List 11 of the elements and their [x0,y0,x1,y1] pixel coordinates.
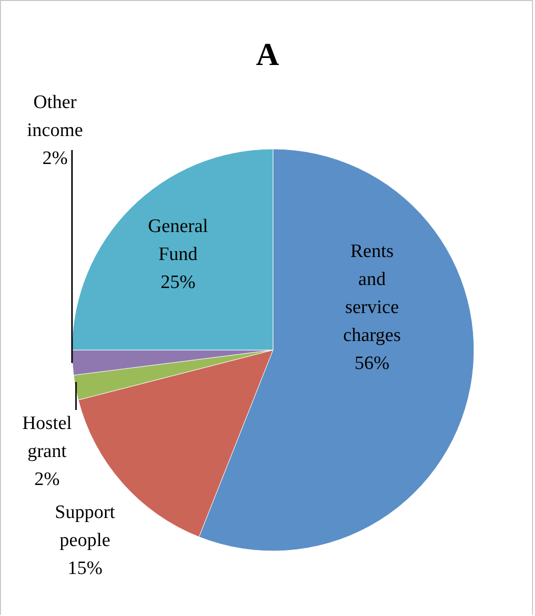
data-label: 56% [354,353,390,374]
slice-label: Rents and service charges [343,241,401,346]
data-label: 15% [68,558,103,579]
chart-title: A [256,36,280,72]
slice-label: General Fund [148,216,208,265]
slice-label: Support people [54,502,116,551]
data-label: 25% [160,272,196,293]
slice-label: Other income [27,92,83,141]
slice-label: Hostel grant [22,413,72,462]
data-label: 2% [34,469,60,490]
data-label: 2% [42,148,68,169]
